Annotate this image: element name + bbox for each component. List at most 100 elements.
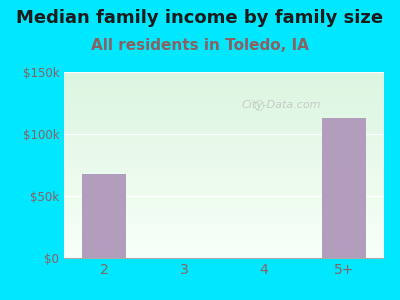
Bar [64, 89, 384, 91]
Text: Median family income by family size: Median family income by family size [16, 9, 384, 27]
Bar [64, 131, 384, 134]
Bar [64, 120, 384, 122]
Bar [64, 130, 384, 131]
Bar [64, 92, 384, 94]
Bar [64, 200, 384, 202]
Bar [64, 191, 384, 193]
Bar [64, 178, 384, 180]
Bar [64, 143, 384, 145]
Bar [64, 113, 384, 115]
Bar [64, 174, 384, 176]
Bar [64, 206, 384, 208]
Bar [64, 204, 384, 206]
Bar [82, 174, 126, 258]
Bar [64, 115, 384, 117]
Bar [64, 202, 384, 204]
Bar [64, 74, 384, 76]
Bar [64, 152, 384, 154]
Bar [64, 241, 384, 243]
Bar [64, 210, 384, 212]
Bar [64, 96, 384, 98]
Bar [64, 249, 384, 250]
Bar [64, 139, 384, 141]
Bar [64, 165, 384, 167]
Bar [64, 243, 384, 245]
Bar [64, 137, 384, 139]
Bar [64, 111, 384, 113]
Bar [64, 103, 384, 106]
Bar [64, 163, 384, 165]
Bar [64, 217, 384, 219]
Bar [64, 182, 384, 184]
Bar [64, 199, 384, 200]
Bar [64, 98, 384, 100]
Bar [64, 238, 384, 239]
Bar [64, 117, 384, 118]
Bar [64, 156, 384, 158]
Bar [64, 187, 384, 189]
Bar [64, 134, 384, 135]
Bar [64, 184, 384, 185]
Bar [64, 228, 384, 230]
Bar [64, 223, 384, 224]
Bar [64, 224, 384, 226]
Bar [64, 180, 384, 182]
Bar [64, 109, 384, 111]
Bar [64, 154, 384, 156]
Bar [64, 78, 384, 80]
Bar [64, 221, 384, 223]
Bar [64, 172, 384, 174]
Bar [64, 76, 384, 78]
Bar [64, 106, 384, 107]
Bar [64, 91, 384, 92]
Bar [64, 254, 384, 256]
Bar [64, 85, 384, 87]
Bar [64, 135, 384, 137]
Bar [64, 118, 384, 120]
Bar [64, 107, 384, 109]
Bar [64, 100, 384, 102]
Bar [64, 161, 384, 163]
Bar [64, 83, 384, 85]
Bar [64, 122, 384, 124]
Bar [64, 80, 384, 81]
Bar [64, 72, 384, 74]
Bar [64, 87, 384, 89]
Bar [64, 234, 384, 236]
Bar [64, 81, 384, 83]
Bar [64, 219, 384, 221]
Bar [64, 196, 384, 199]
Bar [64, 126, 384, 128]
Text: ○: ○ [254, 99, 265, 112]
Bar [64, 239, 384, 241]
Bar [64, 245, 384, 247]
Bar [64, 169, 384, 171]
Bar [64, 167, 384, 169]
Bar [64, 102, 384, 103]
Bar [64, 124, 384, 126]
Bar [64, 128, 384, 130]
Bar [64, 232, 384, 234]
Bar [64, 141, 384, 143]
Bar [64, 236, 384, 238]
Bar [64, 193, 384, 195]
Bar [64, 208, 384, 210]
Bar [64, 171, 384, 172]
Bar [64, 159, 384, 161]
Bar [64, 158, 384, 159]
Bar [64, 247, 384, 249]
Bar [64, 146, 384, 148]
Bar [64, 230, 384, 232]
Bar [64, 250, 384, 252]
Bar [64, 150, 384, 152]
Bar [64, 213, 384, 215]
Text: All residents in Toledo, IA: All residents in Toledo, IA [91, 38, 309, 52]
Bar [64, 252, 384, 254]
Bar [64, 185, 384, 187]
Bar [64, 148, 384, 150]
Bar [64, 215, 384, 217]
Bar [64, 94, 384, 96]
Bar [64, 256, 384, 258]
Bar [64, 195, 384, 197]
Bar [64, 145, 384, 146]
